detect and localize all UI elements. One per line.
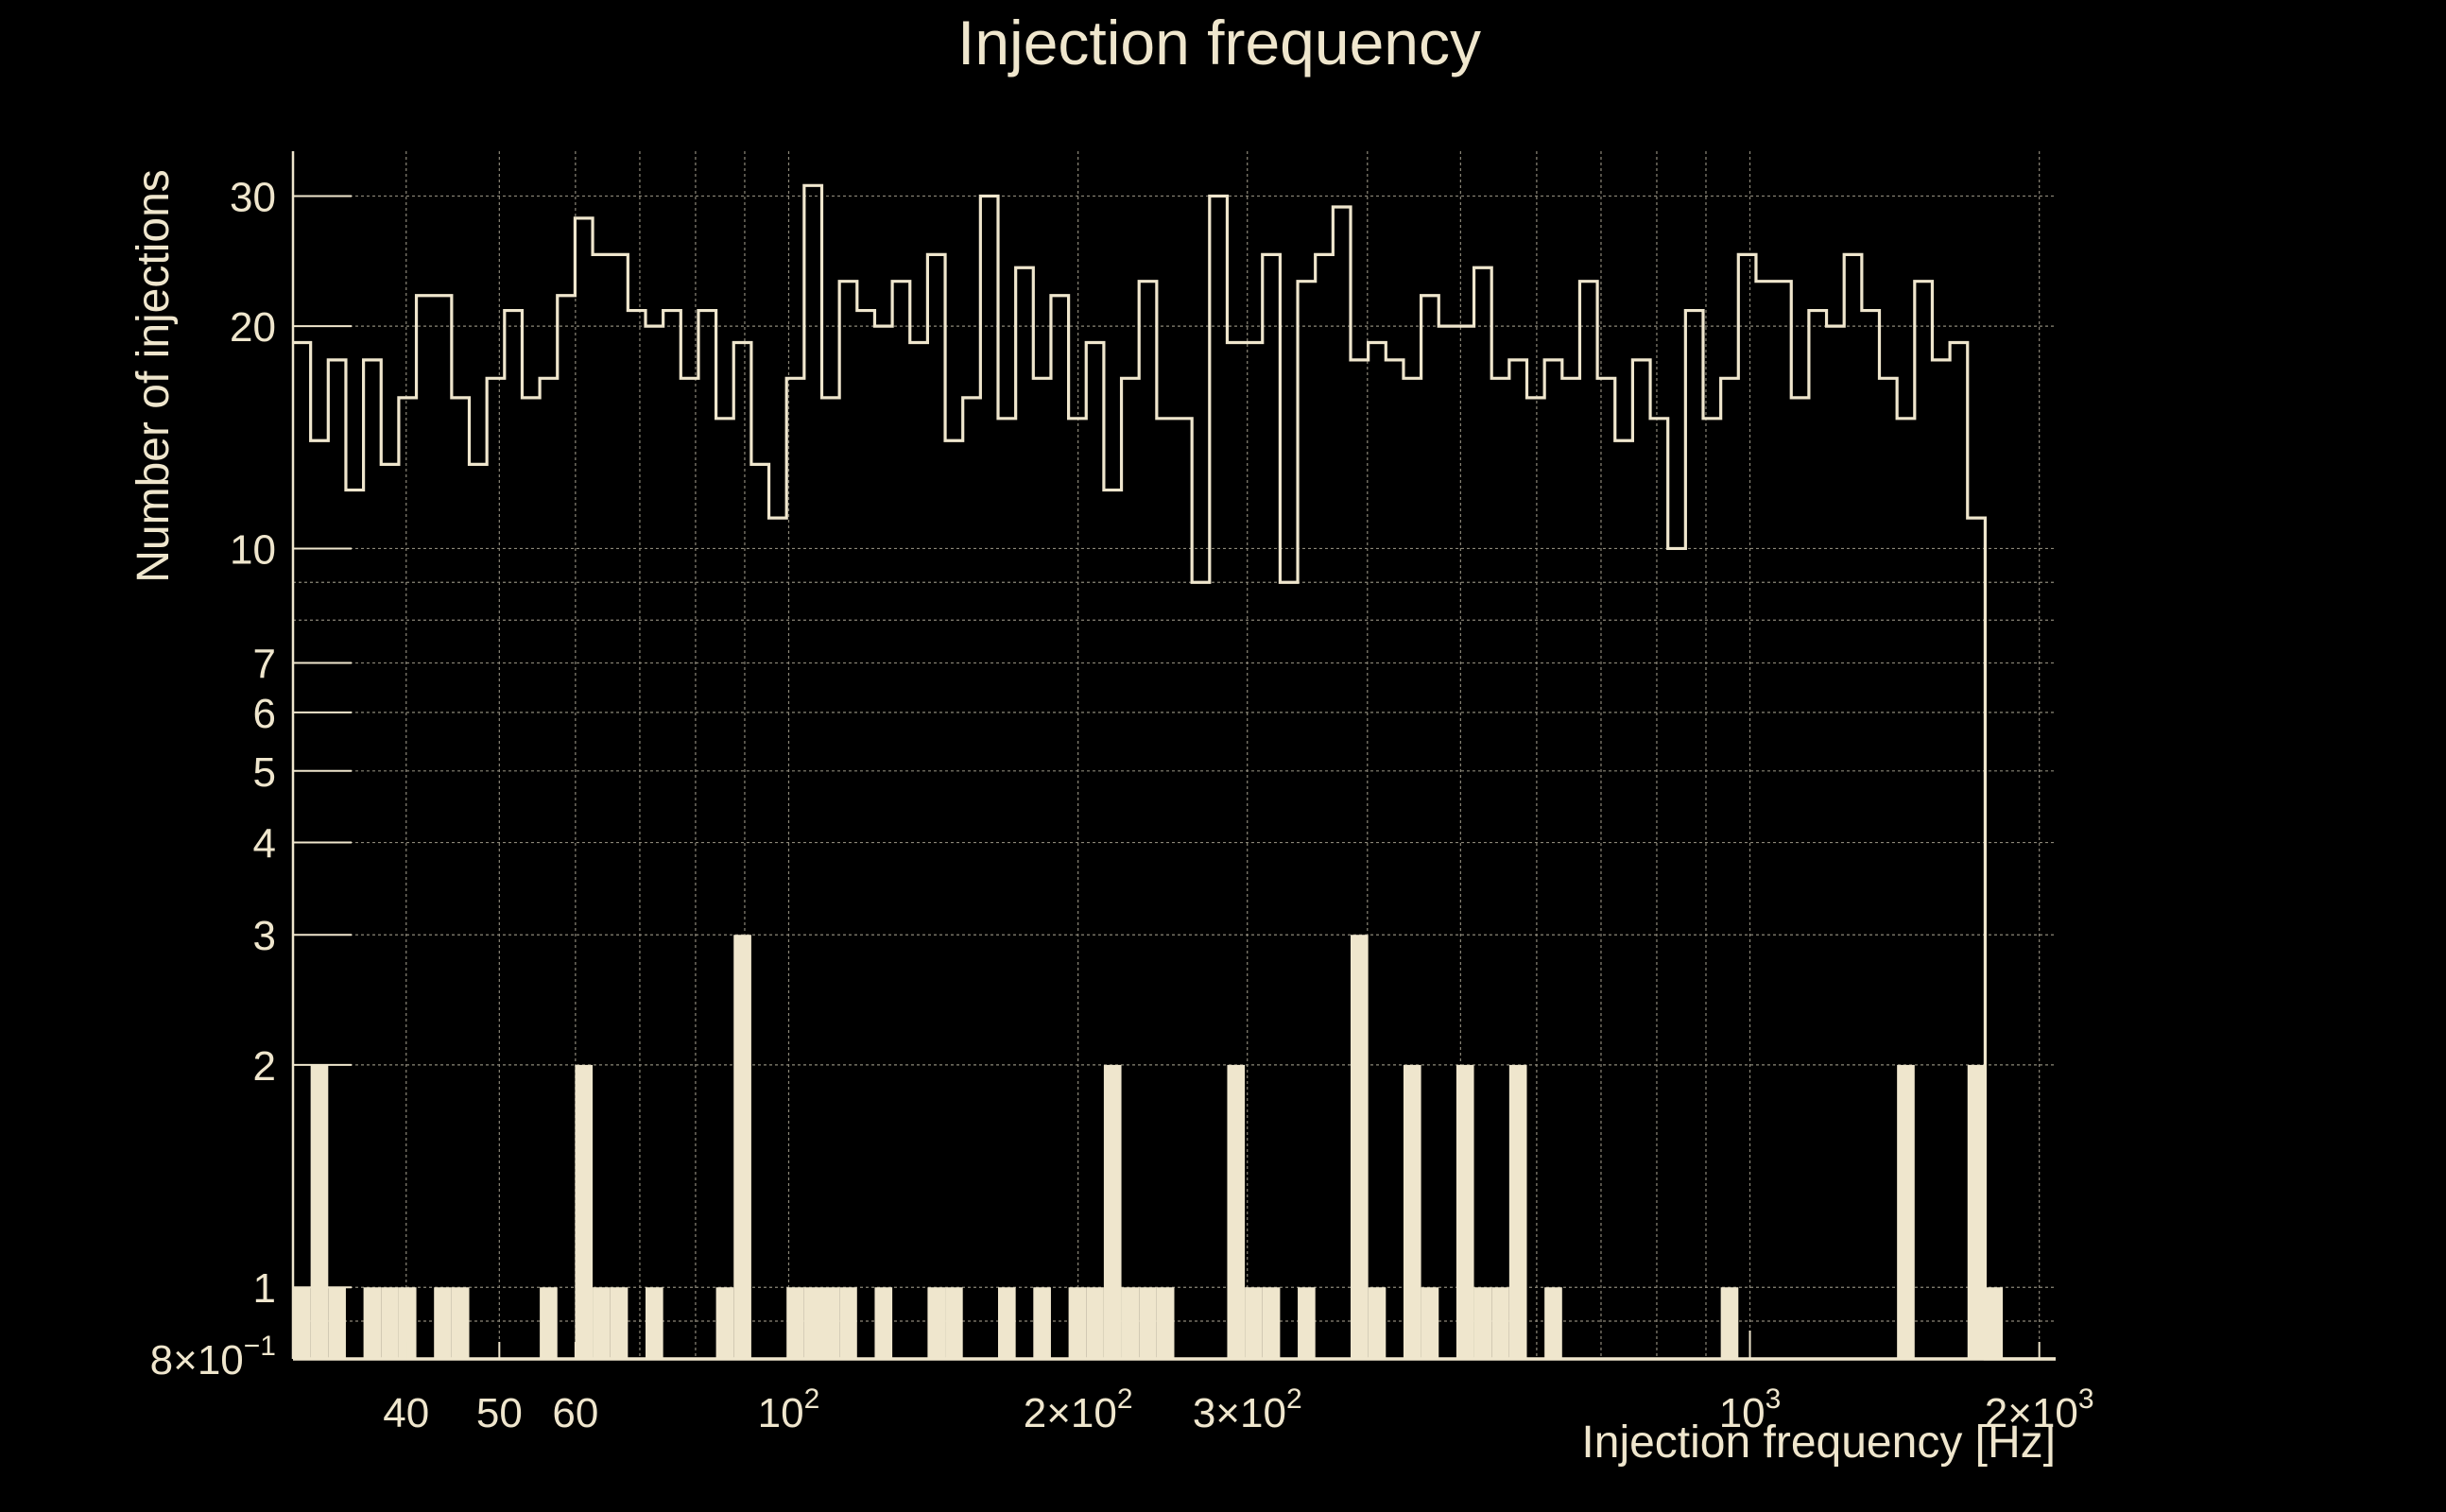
x-tick-label: 40 [383,1390,429,1436]
y-tick-label: 1 [253,1265,276,1312]
subset-bar [1139,1287,1157,1359]
y-tick-label: 2 [253,1043,276,1090]
subset-bar [1985,1287,2004,1359]
subset-bar [1227,1064,1246,1359]
x-axis-label: Injection frequency [Hz] [1581,1418,2056,1468]
subset-bar [1508,1064,1527,1359]
y-tick-label: 5 [253,749,276,796]
subset-bar [381,1287,399,1359]
y-tick-label: 30 [230,174,276,220]
subset-bar [1156,1287,1175,1359]
subset-bar [839,1287,857,1359]
subset-bar [1491,1287,1509,1359]
y-tick-label: 6 [253,691,276,737]
y-tick-label: 10 [230,526,276,573]
y-tick-label: 8×10−1 [150,1331,276,1383]
subset-bar [1456,1064,1474,1359]
subset-bar [874,1287,893,1359]
subset-bar [540,1287,558,1359]
subset-bar [1544,1287,1562,1359]
subset-bar [786,1287,804,1359]
all-injections-step-line [293,183,2056,1361]
subset-bar [1121,1287,1140,1359]
subset-bar [1086,1287,1104,1359]
all-injections-step [293,183,2056,1361]
y-tick-labels: 30 20 10 76 5 4 3 2 1 8×10−1 [150,174,276,1383]
subset-bar [733,935,751,1359]
subset-bar [1421,1287,1439,1359]
subset-bar [1103,1064,1122,1359]
subset-bar [1473,1287,1492,1359]
y-tick-label: 3 [253,913,276,959]
subset-bar [1245,1287,1263,1359]
y-axis-label: Number of injections [129,169,179,583]
subset-bar [434,1287,452,1359]
subset-bar [363,1287,382,1359]
x-tick-labels: 102 103 40 50 60 2×102 3×102 2×103 [383,1383,2093,1436]
x-tick-label: 3×102 [1193,1383,1302,1436]
subset-bar [821,1287,840,1359]
subset-bar [1403,1064,1421,1359]
x-tick-label: 102 [758,1383,820,1436]
subset-bar [715,1287,734,1359]
subset-bar [1897,1064,1915,1359]
subset-bar [328,1287,346,1359]
subset-bar [1262,1287,1281,1359]
y-tick-label: 7 [253,642,276,688]
subset-bar [593,1287,611,1359]
y-tick-label: 20 [230,304,276,351]
subset-bar [803,1287,822,1359]
subset-bar [451,1287,470,1359]
subset-bar [646,1287,663,1359]
x-tick-label: 2×102 [1024,1383,1133,1436]
y-tick-label: 4 [253,821,276,868]
chart-title: Injection frequency [957,8,1481,77]
subset-bar [1368,1287,1387,1359]
x-tick-label: 2×103 [1985,1383,2094,1436]
subset-bars [293,935,2004,1359]
subset-bar [1068,1287,1087,1359]
subset-bar [610,1287,629,1359]
x-tick-label: 50 [476,1390,523,1436]
x-tick-label: 103 [1719,1383,1782,1436]
subset-bar [1967,1064,1986,1359]
axes [291,151,2056,1361]
subset-bar [293,1287,311,1359]
subset-bar [1298,1287,1316,1359]
subset-bar [1351,935,1369,1359]
subset-bar [575,1064,594,1359]
subset-bar [998,1287,1016,1359]
x-tick-label: 60 [552,1390,598,1436]
subset-bar [398,1287,417,1359]
subset-bar [945,1287,963,1359]
subset-bar [927,1287,946,1359]
subset-bar [1720,1287,1739,1359]
subset-bar [310,1064,329,1359]
subset-bar [1033,1287,1051,1359]
